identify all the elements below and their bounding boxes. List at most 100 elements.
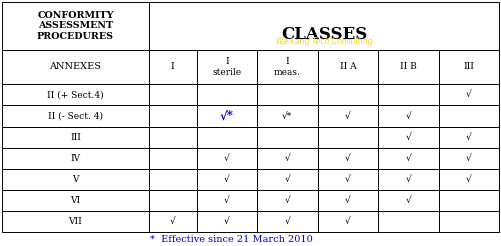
Text: IV: IV (70, 154, 81, 163)
Text: VI: VI (70, 196, 81, 205)
Bar (149, 50, 197, 84)
Text: √: √ (285, 175, 290, 184)
Bar (149, 2, 499, 50)
Bar (2, 2, 149, 50)
Text: V: V (72, 175, 79, 184)
Text: CLASSES: CLASSES (281, 26, 367, 43)
Bar (438, 126, 499, 148)
Bar (2, 126, 149, 148)
Bar (378, 126, 438, 148)
Text: √: √ (466, 175, 471, 184)
Text: √: √ (345, 196, 351, 205)
Bar (438, 106, 499, 126)
Bar (438, 211, 499, 232)
Text: III: III (463, 62, 474, 71)
Bar (149, 126, 197, 148)
Bar (318, 190, 378, 211)
Bar (318, 106, 378, 126)
Text: II A: II A (340, 62, 356, 71)
Bar (378, 84, 438, 106)
Bar (257, 148, 318, 169)
Text: I: I (171, 62, 174, 71)
Text: I
meas.: I meas. (274, 57, 301, 77)
Text: √: √ (345, 175, 351, 184)
Bar (197, 148, 257, 169)
Bar (438, 169, 499, 190)
Text: I
sterile: I sterile (212, 57, 241, 77)
Bar (318, 211, 378, 232)
Text: II (- Sect. 4): II (- Sect. 4) (48, 111, 103, 121)
Text: III: III (70, 133, 81, 141)
Text: √: √ (405, 196, 411, 205)
Text: √: √ (466, 133, 471, 141)
Bar (197, 106, 257, 126)
Bar (378, 148, 438, 169)
Text: √: √ (405, 175, 411, 184)
Bar (149, 190, 197, 211)
Text: √: √ (285, 154, 290, 163)
Bar (149, 84, 197, 106)
Bar (2, 211, 149, 232)
Text: √: √ (345, 154, 351, 163)
Text: II (+ Sect.4): II (+ Sect.4) (47, 90, 104, 99)
Text: √: √ (170, 217, 176, 226)
Text: √: √ (345, 217, 351, 226)
Text: II B: II B (400, 62, 417, 71)
Bar (149, 106, 197, 126)
Bar (438, 84, 499, 106)
Text: √: √ (224, 217, 230, 226)
Bar (2, 84, 149, 106)
Bar (257, 106, 318, 126)
Bar (149, 148, 197, 169)
Bar (378, 169, 438, 190)
Text: √: √ (466, 154, 471, 163)
Text: √: √ (224, 175, 230, 184)
Text: √: √ (405, 111, 411, 121)
Bar (378, 106, 438, 126)
Text: √*: √* (282, 111, 293, 121)
Text: √: √ (224, 196, 230, 205)
Bar (2, 169, 149, 190)
Text: CONFORMITY
ASSESSMENT
PROCEDURES: CONFORMITY ASSESSMENT PROCEDURES (37, 11, 114, 41)
Bar (2, 50, 149, 84)
Bar (257, 169, 318, 190)
Bar (378, 211, 438, 232)
Bar (318, 126, 378, 148)
Bar (149, 211, 197, 232)
Text: √: √ (285, 196, 290, 205)
Bar (257, 50, 318, 84)
Bar (257, 190, 318, 211)
Text: *  Effective since 21 March 2010: * Effective since 21 March 2010 (150, 235, 313, 244)
Text: √: √ (405, 154, 411, 163)
Bar (318, 148, 378, 169)
Bar (378, 50, 438, 84)
Text: √*: √* (220, 109, 234, 123)
Bar (318, 84, 378, 106)
Bar (2, 190, 149, 211)
Bar (257, 211, 318, 232)
Bar (2, 106, 149, 126)
Text: √: √ (345, 111, 351, 121)
Bar (149, 169, 197, 190)
Bar (257, 84, 318, 106)
Bar (197, 211, 257, 232)
Bar (438, 148, 499, 169)
Text: Weikarig Tech Consulting: Weikarig Tech Consulting (276, 36, 372, 46)
Bar (378, 190, 438, 211)
Text: ANNEXES: ANNEXES (50, 62, 101, 71)
Bar (318, 169, 378, 190)
Bar (2, 148, 149, 169)
Text: √: √ (285, 217, 290, 226)
Bar (197, 190, 257, 211)
Text: √: √ (405, 133, 411, 141)
Bar (197, 169, 257, 190)
Bar (257, 126, 318, 148)
Text: VII: VII (69, 217, 82, 226)
Bar (197, 50, 257, 84)
Text: √: √ (466, 90, 471, 99)
Bar (197, 126, 257, 148)
Bar (197, 84, 257, 106)
Text: √: √ (224, 154, 230, 163)
Bar (318, 50, 378, 84)
Bar (438, 50, 499, 84)
